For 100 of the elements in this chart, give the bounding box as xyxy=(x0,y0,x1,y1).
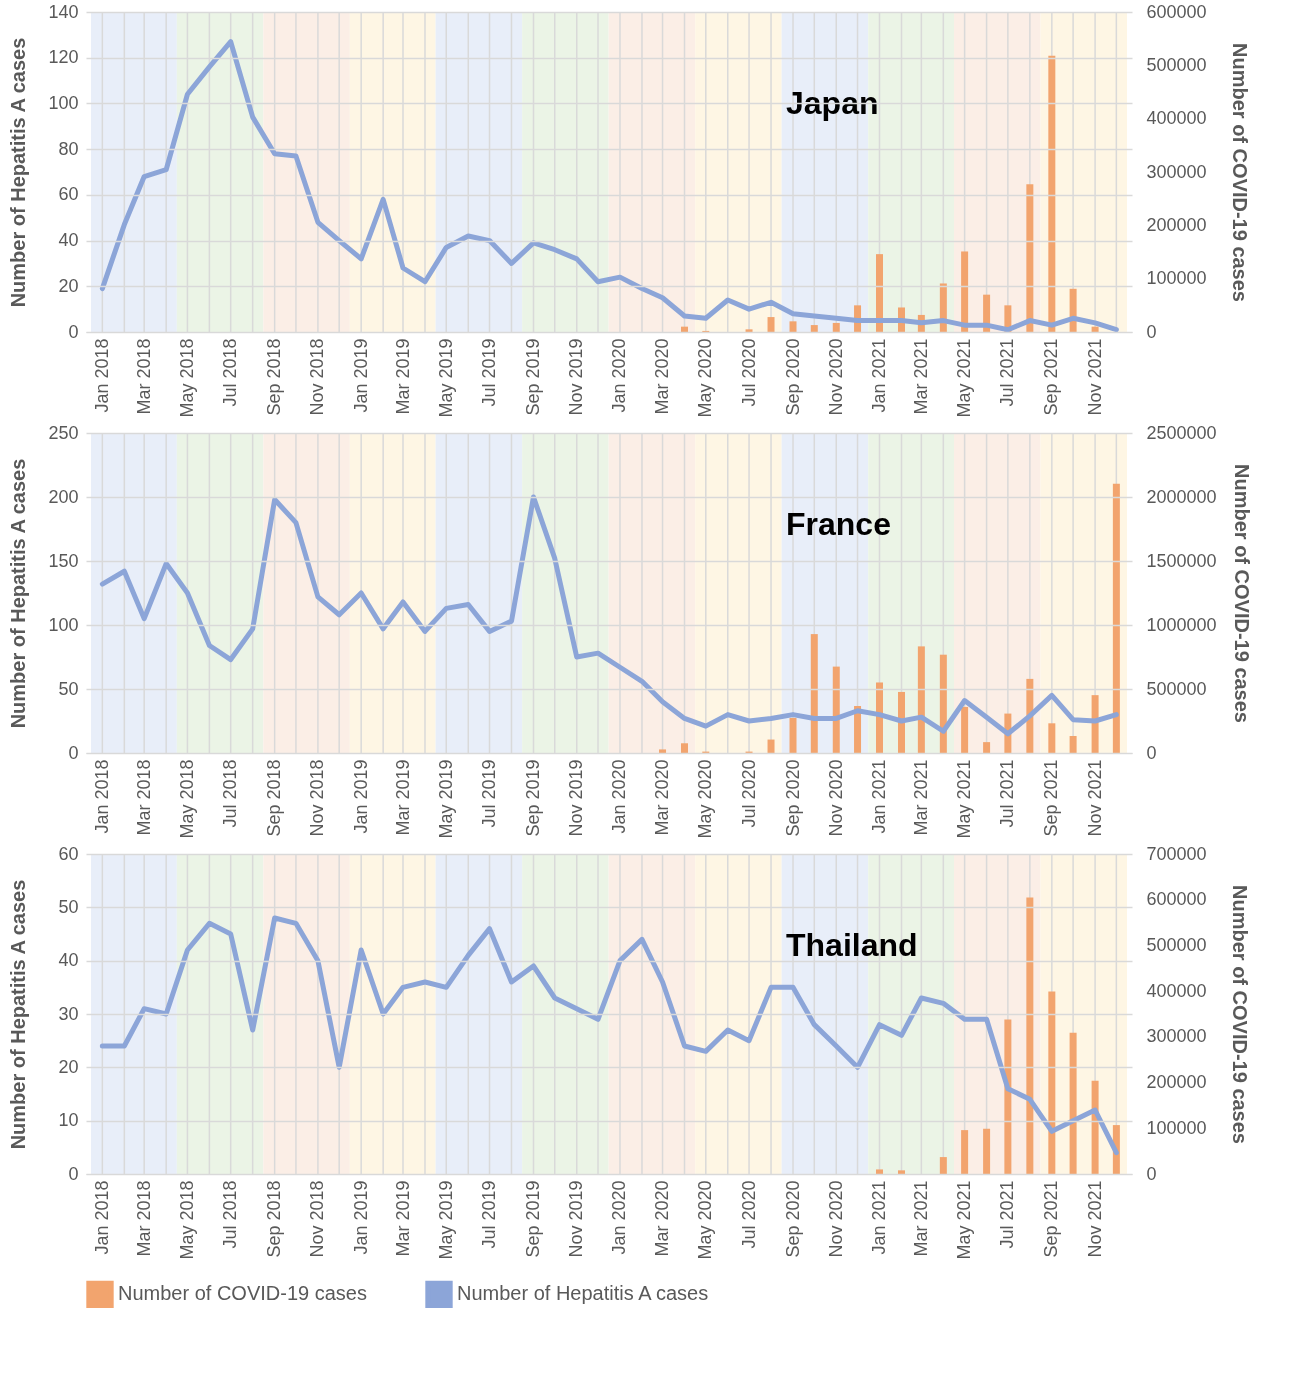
bar xyxy=(1091,695,1099,753)
y2-tick-label: 700000 xyxy=(1146,843,1207,864)
x-tick-label: Jul 2020 xyxy=(738,338,759,407)
bar xyxy=(1026,897,1034,1174)
x-tick-label: Nov 2020 xyxy=(825,1180,846,1258)
y-tick-label: 30 xyxy=(58,1003,79,1024)
text: France xyxy=(786,506,891,542)
y2-tick-label: 0 xyxy=(1146,321,1157,342)
y2-tick-label: 300000 xyxy=(1146,161,1207,182)
y2-tick-label: 500000 xyxy=(1146,934,1207,955)
bar xyxy=(1091,326,1099,332)
bar xyxy=(1048,991,1056,1174)
bar xyxy=(898,1170,906,1174)
x-tick-label: May 2019 xyxy=(435,338,456,418)
bar xyxy=(917,646,925,753)
x-tick-label: Jan 2021 xyxy=(869,338,890,413)
y-tick-label: 50 xyxy=(58,678,79,699)
bar xyxy=(767,739,775,753)
bar xyxy=(789,321,797,332)
bar xyxy=(983,742,991,753)
x-tick-label: May 2021 xyxy=(954,338,975,418)
x-tick-label: Jul 2021 xyxy=(997,759,1018,828)
y2-tick-label: 0 xyxy=(1146,1163,1157,1184)
y-tick-label: 40 xyxy=(58,950,79,971)
x-tick-label: Jan 2018 xyxy=(91,338,112,413)
y-tick-label: 250 xyxy=(48,422,79,443)
bar xyxy=(1069,1032,1077,1174)
y2-tick-label: 1500000 xyxy=(1146,550,1217,571)
x-tick-label: Nov 2020 xyxy=(825,759,846,837)
y-tick-label: 20 xyxy=(58,275,79,296)
y2-tick-label: 400000 xyxy=(1146,108,1207,129)
bar xyxy=(876,682,884,753)
bar xyxy=(1069,735,1077,753)
bar xyxy=(876,254,884,332)
y2-axis-title: Number of COVID-19 cases xyxy=(1228,885,1251,1144)
x-tick-label: Sep 2019 xyxy=(522,1180,543,1258)
x-tick-label: Mar 2018 xyxy=(133,338,154,415)
bar xyxy=(832,322,840,332)
y2-tick-label: 2000000 xyxy=(1146,486,1217,507)
x-tick-label: Nov 2019 xyxy=(566,1180,587,1258)
legend-label: Number of COVID-19 cases xyxy=(118,1282,367,1305)
y-tick-label: 60 xyxy=(58,843,79,864)
x-tick-label: May 2021 xyxy=(954,759,975,839)
x-tick-label: Jul 2021 xyxy=(997,338,1018,407)
bar xyxy=(659,749,667,753)
bar xyxy=(961,251,969,332)
y-tick-label: 80 xyxy=(58,138,79,159)
x-tick-label: Sep 2020 xyxy=(782,338,803,416)
y2-tick-label: 500000 xyxy=(1146,54,1207,75)
y2-tick-label: 0 xyxy=(1146,742,1157,763)
x-tick-label: Jan 2020 xyxy=(609,338,630,413)
x-tick-label: Jul 2020 xyxy=(738,1180,759,1249)
bar xyxy=(1026,184,1034,332)
x-tick-label: Jan 2019 xyxy=(350,1180,371,1255)
x-tick-label: Nov 2018 xyxy=(307,1180,328,1258)
x-tick-label: Mar 2020 xyxy=(652,759,673,836)
x-tick-label: Jan 2018 xyxy=(91,1180,112,1255)
x-tick-label: Mar 2019 xyxy=(392,759,413,836)
y-tick-label: 20 xyxy=(58,1056,79,1077)
y-tick-label: 100 xyxy=(48,614,79,635)
x-tick-label: Sep 2018 xyxy=(264,338,285,416)
bar xyxy=(1048,723,1056,753)
x-tick-label: Mar 2020 xyxy=(652,338,673,415)
bar xyxy=(961,706,969,753)
x-tick-label: Jan 2021 xyxy=(869,1180,890,1255)
bar xyxy=(767,317,775,332)
legend-label: Number of Hepatitis A cases xyxy=(457,1282,709,1305)
y2-tick-label: 100000 xyxy=(1146,1117,1207,1138)
x-tick-label: Jul 2021 xyxy=(997,1180,1018,1249)
x-tick-label: Jul 2019 xyxy=(479,759,500,828)
x-tick-label: Jul 2018 xyxy=(220,759,241,828)
y2-tick-label: 200000 xyxy=(1146,1072,1207,1093)
x-tick-label: May 2020 xyxy=(695,759,716,839)
bar xyxy=(898,691,906,753)
y2-tick-label: 400000 xyxy=(1146,980,1207,1001)
x-tick-label: May 2018 xyxy=(176,338,197,418)
x-tick-label: Nov 2018 xyxy=(307,759,328,837)
bar xyxy=(810,634,818,753)
x-tick-label: Mar 2019 xyxy=(392,1180,413,1257)
y-axis-title: Number of Hepatitis A cases xyxy=(6,879,29,1150)
text: Thailand xyxy=(786,927,918,963)
bar xyxy=(1048,55,1056,332)
y2-tick-label: 300000 xyxy=(1146,1026,1207,1047)
x-tick-label: Mar 2018 xyxy=(133,1180,154,1257)
x-tick-label: Sep 2021 xyxy=(1041,1180,1062,1258)
x-tick-label: Jan 2020 xyxy=(609,1180,630,1255)
x-tick-label: Sep 2021 xyxy=(1041,759,1062,837)
x-tick-label: Jan 2021 xyxy=(869,759,890,834)
y-tick-label: 0 xyxy=(68,321,79,342)
x-tick-label: Nov 2020 xyxy=(825,338,846,416)
x-tick-label: Jul 2018 xyxy=(220,1180,241,1249)
y-tick-label: 140 xyxy=(48,1,79,22)
y-tick-label: 0 xyxy=(68,742,79,763)
x-tick-label: Sep 2018 xyxy=(264,1180,285,1258)
y-tick-label: 60 xyxy=(58,184,79,205)
text: Japan xyxy=(786,85,879,121)
x-tick-label: Nov 2021 xyxy=(1084,1180,1105,1258)
y-tick-label: 150 xyxy=(48,550,79,571)
bar xyxy=(983,1128,991,1174)
bar xyxy=(939,1157,947,1174)
